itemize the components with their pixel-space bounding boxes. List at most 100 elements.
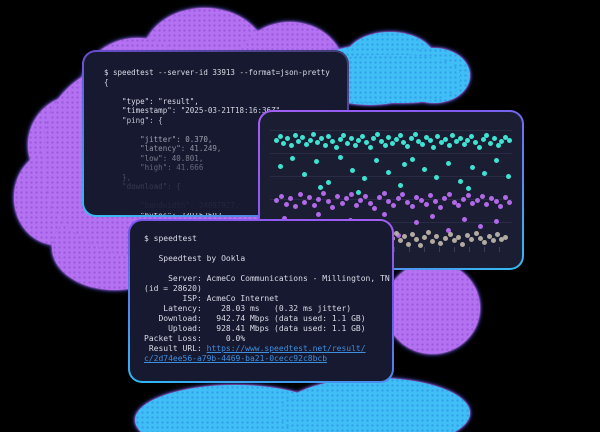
- plot-axis-tick: [394, 247, 395, 252]
- latency-samples-cyan-dot: [363, 139, 369, 145]
- latency-samples-cyan-dot: [318, 135, 324, 141]
- latency-samples-purple-dot: [413, 219, 419, 225]
- latency-samples-cyan-dot: [317, 184, 323, 190]
- latency-samples-purple-dot: [461, 216, 467, 222]
- latency-samples-purple-dot: [315, 196, 321, 202]
- latency-samples-purple-dot: [479, 193, 485, 199]
- latency-samples-cyan-dot: [464, 137, 470, 143]
- latency-samples-cyan-dot: [344, 140, 350, 146]
- terminal-line: Speedtest by Ookla: [144, 254, 384, 264]
- latency-samples-gray-dot: [464, 232, 470, 238]
- latency-samples-gray-dot: [459, 241, 465, 247]
- command-line-json: $ speedtest --server-id 33913 --format=j…: [104, 68, 330, 77]
- latency-samples-cyan-dot: [337, 154, 343, 160]
- latency-samples-gray-dot: [455, 234, 461, 240]
- latency-samples-cyan-dot: [382, 142, 388, 148]
- latency-samples-cyan-dot: [301, 171, 307, 177]
- latency-samples-gray-dot: [413, 236, 419, 242]
- terminal-line: Server: AcmeCo Communications - Millingt…: [144, 274, 390, 284]
- latency-samples-gray-dot: [405, 241, 411, 247]
- latency-samples-cyan-dot: [506, 137, 512, 143]
- latency-samples-gray-dot: [429, 238, 435, 244]
- latency-samples-purple-dot: [432, 198, 438, 204]
- latency-samples-purple-dot: [311, 202, 317, 208]
- latency-samples-cyan-dot: [397, 182, 403, 188]
- latency-samples-purple-dot: [385, 198, 391, 204]
- latency-samples-purple-dot: [297, 191, 303, 197]
- plot-gridline: [270, 176, 512, 177]
- terminal-text: Packet Loss: 0.0%: [144, 334, 246, 343]
- latency-samples-purple-dot: [465, 192, 471, 198]
- latency-samples-cyan-dot: [409, 156, 415, 162]
- latency-samples-purple-dot: [367, 200, 373, 206]
- latency-samples-cyan-dot: [412, 131, 418, 137]
- latency-samples-cyan-dot: [397, 132, 403, 138]
- latency-samples-cyan-dot: [421, 166, 427, 172]
- latency-samples-cyan-dot: [333, 144, 339, 150]
- latency-samples-gray-dot: [451, 237, 457, 243]
- terminal-line: Latency: 28.03 ms (0.32 ms jitter): [144, 304, 384, 314]
- latency-samples-purple-dot: [329, 204, 335, 210]
- result-url-link[interactable]: c/2d74ee56-a79b-4469-ba21-0cecc92c8bcb: [144, 354, 328, 363]
- latency-samples-purple-dot: [413, 194, 419, 200]
- latency-samples-cyan-dot: [487, 140, 493, 146]
- latency-samples-cyan-dot: [495, 142, 501, 148]
- latency-samples-purple-dot: [493, 218, 499, 224]
- latency-samples-cyan-dot: [322, 142, 328, 148]
- latency-samples-cyan-dot: [415, 138, 421, 144]
- plot-axis-tick: [499, 247, 500, 252]
- latency-samples-cyan-dot: [277, 163, 283, 169]
- latency-samples-cyan-dot: [401, 161, 407, 167]
- latency-samples-purple-dot: [320, 190, 326, 196]
- latency-samples-cyan-dot: [449, 132, 455, 138]
- latency-samples-cyan-dot: [404, 143, 410, 149]
- latency-samples-gray-dot: [425, 229, 431, 235]
- latency-samples-cyan-dot: [445, 160, 451, 166]
- latency-samples-cyan-dot: [349, 167, 355, 173]
- result-url-link[interactable]: https://www.speedtest.net/result/: [206, 344, 366, 353]
- latency-samples-purple-dot: [390, 202, 396, 208]
- latency-samples-cyan-dot: [491, 135, 497, 141]
- latency-samples-cyan-dot: [355, 137, 361, 143]
- latency-samples-gray-dot: [473, 230, 479, 236]
- latency-samples-purple-dot: [497, 203, 503, 209]
- latency-samples-purple-dot: [353, 202, 359, 208]
- latency-samples-purple-dot: [362, 193, 368, 199]
- latency-samples-gray-dot: [502, 234, 508, 240]
- latency-samples-purple-dot: [357, 197, 363, 203]
- latency-samples-cyan-dot: [374, 131, 380, 137]
- latency-samples-purple-dot: [287, 195, 293, 201]
- latency-samples-cyan-dot: [325, 133, 331, 139]
- latency-samples-cyan-dot: [289, 155, 295, 161]
- latency-samples-cyan-dot: [385, 134, 391, 140]
- latency-samples-purple-dot: [488, 195, 494, 201]
- latency-samples-cyan-dot: [453, 138, 459, 144]
- latency-samples-gray-dot: [447, 231, 453, 237]
- latency-samples-purple-dot: [399, 191, 405, 197]
- latency-samples-cyan-dot: [461, 141, 467, 147]
- latency-samples-purple-dot: [451, 199, 457, 205]
- latency-samples-cyan-dot: [352, 142, 358, 148]
- latency-samples-purple-dot: [306, 194, 312, 200]
- latency-samples-gray-dot: [477, 235, 483, 241]
- latency-samples-purple-dot: [278, 193, 284, 199]
- terminal-text: Server: AcmeCo Communications - Millingt…: [144, 274, 390, 283]
- latency-samples-cyan-dot: [348, 135, 354, 141]
- latency-samples-cyan-dot: [502, 134, 508, 140]
- latency-samples-purple-dot: [347, 217, 353, 223]
- latency-samples-cyan-dot: [457, 135, 463, 141]
- latency-samples-cyan-dot: [483, 132, 489, 138]
- latency-samples-cyan-dot: [442, 136, 448, 142]
- latency-samples-cyan-dot: [329, 138, 335, 144]
- plot-axis-tick: [469, 247, 470, 252]
- latency-samples-gray-dot: [417, 242, 423, 248]
- plot-gridline: [270, 199, 512, 200]
- plot-axis-tick: [484, 247, 485, 252]
- latency-samples-cyan-dot: [378, 138, 384, 144]
- latency-samples-gray-dot: [481, 239, 487, 245]
- latency-samples-gray-dot: [490, 237, 496, 243]
- latency-samples-cyan-dot: [472, 139, 478, 145]
- terminal-line: Result URL: https://www.speedtest.net/re…: [144, 344, 384, 354]
- latency-samples-purple-dot: [469, 200, 475, 206]
